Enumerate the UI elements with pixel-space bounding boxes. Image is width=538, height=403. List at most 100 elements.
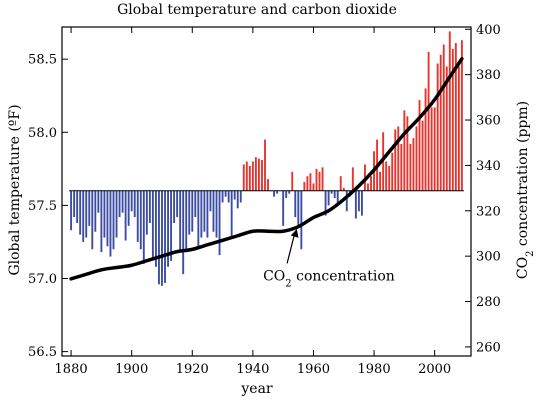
temperature-bar: [333, 190, 336, 199]
temperature-bar: [170, 190, 173, 261]
temperature-bar: [436, 63, 439, 191]
temperature-bar: [418, 100, 421, 191]
temperature-bar: [388, 165, 391, 191]
temperature-bar: [218, 190, 221, 256]
temperature-bar: [357, 190, 360, 212]
temperature-bar: [327, 190, 330, 206]
y-left-axis-label: Global temperature (ºF): [7, 104, 23, 275]
temperature-bar: [109, 190, 112, 257]
temperature-bar: [82, 190, 85, 242]
temperature-bar: [103, 190, 106, 238]
y-left-tick-label: 57.0: [28, 272, 57, 287]
temperature-bar: [460, 40, 463, 191]
x-tick-label: 1900: [115, 362, 148, 377]
y-left-tick-label: 58.5: [28, 53, 57, 68]
temperature-bar: [182, 190, 185, 275]
temperature-bar: [397, 126, 400, 191]
temperature-bar: [321, 167, 324, 191]
temperature-bar: [121, 190, 124, 213]
temperature-bar: [221, 190, 224, 203]
y-right-label-sub: 2: [525, 251, 536, 257]
temperature-bar: [251, 161, 254, 191]
temperature-bar: [445, 66, 448, 191]
temperature-bar: [224, 190, 227, 197]
x-axis-label: year: [240, 381, 273, 397]
y-right-tick-label: 280: [476, 295, 501, 310]
temperature-bar: [354, 190, 357, 219]
temperature-bar: [351, 167, 354, 191]
temperature-bar: [158, 190, 160, 285]
temperature-bar: [194, 190, 197, 218]
temperature-bar: [164, 190, 166, 283]
temperature-bar: [161, 190, 163, 286]
temperature-bar: [306, 176, 309, 191]
annotation-sub: 2: [285, 278, 291, 289]
y-left-tick-label: 57.5: [28, 199, 57, 214]
temperature-bars: [70, 31, 463, 286]
temperature-bar: [212, 190, 215, 232]
temperature-bar: [179, 190, 182, 253]
temperature-bar: [276, 190, 279, 194]
co2-annotation-label: CO2 concentration: [263, 268, 395, 289]
temperature-bar: [261, 160, 263, 191]
co2-line: [69, 57, 464, 281]
temperature-bar: [394, 129, 397, 191]
temperature-bar: [400, 143, 403, 191]
temperature-bar: [85, 190, 88, 238]
y-right-tick-label: 380: [476, 68, 501, 83]
temperature-bar: [200, 190, 203, 238]
temperature-bar: [176, 190, 179, 218]
temperature-bar: [297, 190, 300, 228]
temperature-bar: [167, 190, 169, 267]
temperature-bar: [248, 165, 251, 191]
temperature-bar: [133, 190, 136, 218]
temperature-bar: [312, 183, 315, 191]
temperature-bar: [70, 190, 73, 231]
temperature-bar: [282, 190, 285, 226]
temperature-bar: [288, 190, 291, 194]
temperature-bar: [191, 190, 194, 232]
y-right-label-suffix: concentration (ppm): [515, 101, 531, 251]
y-right-axis-ticks: 260 280 300 320 340 360 380 400: [465, 23, 501, 355]
plot-frame: [61, 26, 472, 357]
x-tick-label: 1940: [236, 362, 269, 377]
temperature-bar: [336, 190, 339, 203]
temperature-bar: [185, 190, 188, 253]
temperature-bar: [330, 190, 333, 194]
temperature-bar: [206, 190, 209, 238]
y-left-tick-label: 58.0: [28, 126, 57, 141]
temperature-bar: [409, 143, 412, 191]
temperature-bar: [94, 190, 97, 232]
temperature-bar: [115, 190, 118, 238]
temperature-bar: [124, 190, 127, 241]
temperature-bar: [227, 190, 230, 203]
x-tick-label: 1980: [358, 362, 391, 377]
temperature-bar: [215, 190, 218, 238]
temperature-bar: [112, 190, 115, 250]
temperature-bar: [245, 161, 248, 191]
x-tick-label: 1960: [297, 362, 330, 377]
temperature-bar: [76, 190, 79, 223]
y-right-tick-label: 320: [476, 204, 501, 219]
temperature-bar: [285, 190, 288, 199]
x-tick-label: 1920: [176, 362, 209, 377]
temperature-bar: [209, 190, 212, 212]
temperature-bar: [188, 190, 191, 235]
temperature-bar: [91, 190, 94, 250]
temperature-bar: [300, 190, 303, 250]
chart-title: Global temperature and carbon dioxide: [117, 2, 397, 18]
temperature-bar: [385, 161, 388, 191]
temperature-bar: [379, 171, 382, 191]
temperature-bar: [257, 158, 260, 191]
temperature-bar: [273, 190, 276, 197]
temperature-bar: [415, 126, 418, 191]
y-right-tick-label: 340: [476, 159, 501, 174]
temperature-bar: [367, 183, 369, 191]
temperature-bar: [324, 190, 327, 216]
annotation-arrow: [286, 232, 296, 264]
y-left-tick-label: 56.5: [28, 345, 57, 360]
temperature-bar: [254, 157, 257, 191]
temperature-bar: [203, 190, 206, 232]
temperature-bar: [339, 176, 342, 191]
